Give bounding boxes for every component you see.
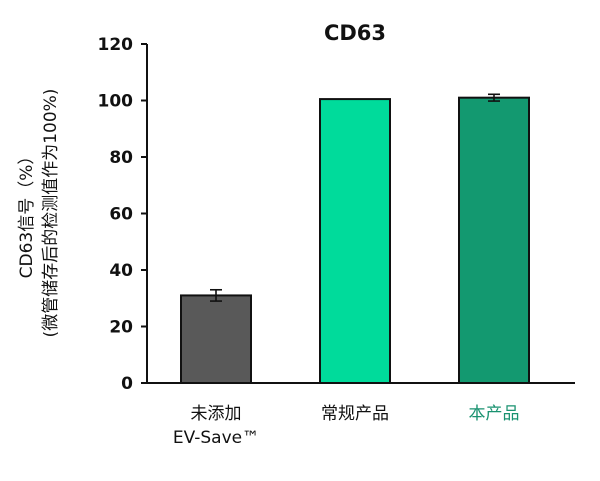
bar-0 — [180, 294, 252, 384]
y-axis-label: CD63信号（%） (微管储存后的检测值作为100%) — [17, 89, 61, 338]
y-tick-label-6: 120 — [98, 35, 134, 55]
category-label-0-line-1: EV-Save™ — [173, 428, 259, 448]
y-tick-label-0: 0 — [121, 374, 133, 394]
x-axis-categories: 未添加 EV-Save™ 常规产品 本产品 — [173, 404, 520, 448]
bar-1 — [319, 98, 391, 385]
y-axis-label-line-1: (微管储存后的检测值作为100%) — [41, 89, 61, 338]
y-tick-label-1: 20 — [109, 318, 133, 338]
category-label-2-line-0: 本产品 — [469, 404, 520, 424]
bar-2 — [458, 96, 530, 385]
category-label-0: 未添加 EV-Save™ — [173, 404, 259, 448]
y-tick-label-3: 60 — [109, 205, 133, 225]
category-label-0-line-0: 未添加 — [191, 404, 242, 424]
y-axis-label-line-0: CD63信号（%） — [17, 148, 37, 279]
category-label-2: 本产品 — [469, 404, 520, 424]
y-tick-label-4: 80 — [109, 148, 133, 168]
error-bar-0 — [210, 288, 222, 302]
bars — [180, 93, 530, 385]
category-label-1: 常规产品 — [321, 404, 389, 424]
category-label-1-line-0: 常规产品 — [321, 404, 389, 424]
y-tick-label-5: 100 — [98, 92, 134, 112]
y-axis-ticks: 0 20 40 60 80 100 120 — [98, 35, 147, 394]
error-bar-2 — [488, 93, 500, 102]
y-tick-label-2: 40 — [109, 261, 133, 281]
chart-title: CD63 — [324, 21, 386, 45]
